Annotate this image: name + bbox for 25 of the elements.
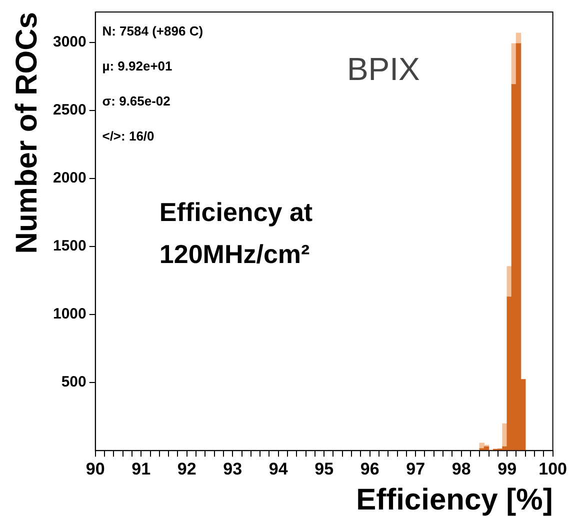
annotation: BPIX [346, 51, 420, 88]
x-tick-label: 97 [406, 459, 426, 478]
x-axis-title: Efficiency [%] [356, 483, 553, 516]
y-tick-label: 2500 [52, 102, 86, 119]
x-tick-label: 99 [498, 459, 517, 478]
y-tick-label: 500 [61, 374, 86, 391]
x-tick-label: 91 [132, 459, 151, 478]
annotation: </>: 16/0 [102, 128, 154, 144]
x-tick-label: 93 [223, 459, 242, 478]
x-tick-label: 92 [177, 459, 196, 478]
y-tick-label: 1000 [52, 306, 86, 323]
x-tick-label: 100 [538, 459, 568, 478]
y-tick-label: 1500 [52, 238, 86, 255]
y-tick-label: 3000 [52, 34, 86, 51]
x-tick-label: 96 [360, 459, 380, 478]
annotation: σ: 9.65e-02 [102, 93, 170, 108]
annotation: Efficiency at 120MHz/cm² [159, 196, 313, 269]
y-tick-label: 2000 [52, 170, 86, 187]
x-tick-label: 98 [452, 459, 471, 478]
y-axis-title: Number of ROCs [10, 12, 44, 254]
x-tick-label: 90 [86, 459, 105, 478]
annotation: µ: 9.92e+01 [102, 58, 172, 74]
x-tick-label: 94 [268, 459, 288, 478]
x-tick-label: 95 [314, 459, 334, 478]
annotation: N: 7584 (+896 C) [102, 23, 204, 38]
